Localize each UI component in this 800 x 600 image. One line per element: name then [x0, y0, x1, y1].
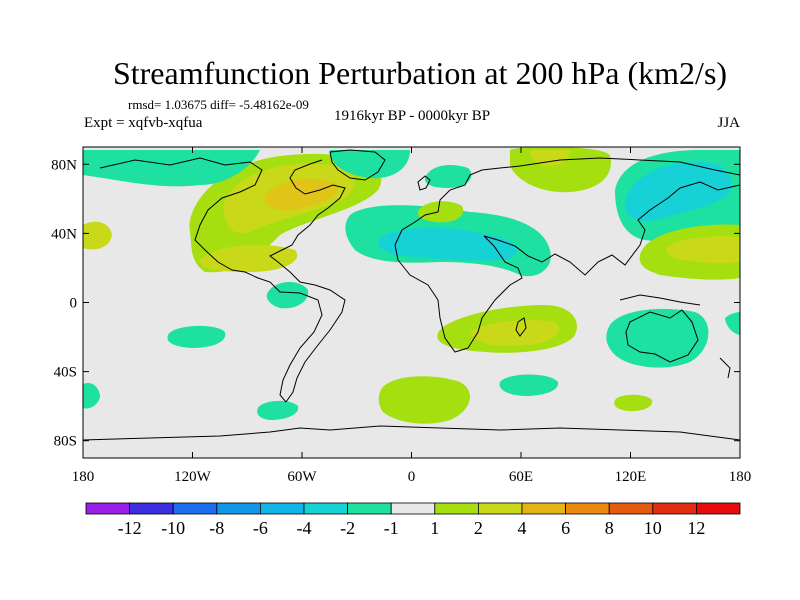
experiment-label: Expt = xqfvb-xqfua [84, 115, 203, 131]
colorbar-label: -6 [253, 518, 268, 538]
colorbar-swatch [653, 503, 697, 514]
y-tick-label: 80S [54, 434, 77, 450]
south-atlantic-positive [379, 376, 470, 423]
colorbar-swatch [435, 503, 479, 514]
y-tick-label: 40S [54, 365, 77, 381]
colorbar-swatch [130, 503, 174, 514]
colorbar-label: -2 [340, 518, 355, 538]
colorbar-label: 10 [644, 518, 662, 538]
colorbar-label: -8 [209, 518, 224, 538]
colorbar-swatch [304, 503, 348, 514]
x-tick-label: 180 [72, 469, 95, 485]
colorbar-label: -10 [161, 518, 185, 538]
colorbar-swatch [173, 503, 217, 514]
x-tick-label: 60E [509, 469, 533, 485]
colorbar-swatch [696, 503, 740, 514]
map-panel [83, 147, 740, 458]
colorbar-label: -12 [118, 518, 142, 538]
colorbar-swatch [609, 503, 653, 514]
colorbar-label: 8 [605, 518, 614, 538]
season-label: JJA [717, 115, 740, 131]
x-tick-label: 120E [615, 469, 647, 485]
colorbar-swatch [86, 503, 130, 514]
colorbar-swatch [566, 503, 610, 514]
chart-title: Streamfunction Perturbation at 200 hPa (… [113, 55, 727, 91]
y-tick-label: 40N [51, 226, 77, 242]
australia-negative [606, 309, 708, 368]
x-tick-label: 0 [408, 469, 416, 485]
colorbar-swatch [522, 503, 566, 514]
figure: Streamfunction Perturbation at 200 hPa (… [0, 0, 800, 600]
colorbar-label: 2 [474, 518, 483, 538]
colorbar-label: 4 [518, 518, 527, 538]
colorbar-swatch [260, 503, 304, 514]
x-tick-label: 180 [729, 469, 752, 485]
colorbar-label: -1 [384, 518, 399, 538]
x-tick-label: 120W [174, 469, 212, 485]
colorbar-swatch [391, 503, 435, 514]
colorbar-label: -4 [297, 518, 312, 538]
colorbar-swatch [217, 503, 261, 514]
colorbar-swatch [478, 503, 522, 514]
x-tick-label: 60W [287, 469, 317, 485]
period-label: 1916kyr BP - 0000kyr BP [334, 108, 490, 124]
colorbar-swatch [348, 503, 392, 514]
y-tick-label: 80N [51, 157, 77, 173]
colorbar-label: 6 [561, 518, 570, 538]
colorbar-label: 12 [687, 518, 705, 538]
y-tick-label: 0 [70, 296, 78, 312]
colorbar: -12 -10 -8 -6 -4 -2 -1 1 2 4 6 8 10 12 [86, 503, 740, 538]
stats-label: rmsd= 1.03675 diff= -5.48162e-09 [128, 97, 309, 112]
colorbar-label: 1 [430, 518, 439, 538]
